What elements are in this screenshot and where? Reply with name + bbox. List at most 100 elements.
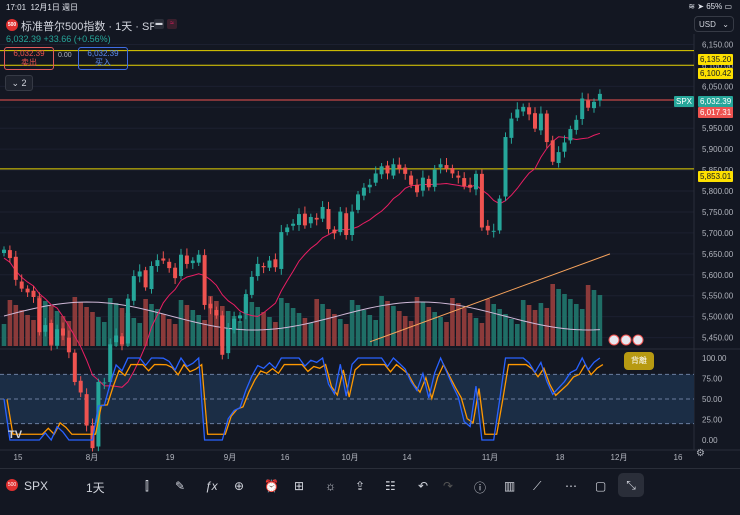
more-dots-icon[interactable]: ⋯ [565, 479, 577, 493]
volume-bar [408, 321, 414, 346]
settings-gear-icon[interactable]: ⚙ [696, 448, 705, 459]
candle-body [468, 184, 473, 188]
volume-bar [585, 285, 591, 346]
layout-grid-icon[interactable]: ⊞ [294, 479, 305, 493]
candle-body [438, 164, 443, 168]
price-tick-label: 6,150.00 [702, 40, 734, 49]
price-tick-label: 5,950.00 [702, 124, 734, 133]
candle-body [432, 169, 437, 187]
volume-bar [84, 307, 89, 346]
volume-bar [7, 300, 13, 346]
volume-bar [450, 298, 455, 346]
candles-icon[interactable]: ⫿ [145, 479, 149, 493]
trend-line-icon[interactable]: ⟋ [533, 479, 542, 493]
buy-price: 6,032.39 [87, 49, 119, 58]
chevron-down-icon: ⌄ [722, 20, 729, 29]
device-status-bar: 17:01 12月1日 週日 ≋ ➤ 65% ▭ [0, 0, 740, 14]
candle-body [220, 315, 225, 355]
candle-body [373, 173, 378, 183]
candle-body [350, 211, 355, 236]
candle-body [173, 267, 178, 279]
volume-bar [273, 322, 278, 346]
toolbar-symbol-button[interactable]: SPX [24, 479, 49, 493]
lightbulb-icon[interactable]: ☼ [325, 479, 336, 493]
redo-icon[interactable]: ↷ [443, 479, 454, 493]
candle-body [267, 260, 272, 268]
symbol-price-tag: SPX [674, 96, 695, 107]
fx-indicators-icon[interactable]: ƒx [205, 479, 218, 493]
buy-button[interactable]: 6,032.39 买入 [78, 47, 128, 70]
volume-bar [290, 308, 296, 346]
chart-header: 500 标准普尔500指数 · 1天 · SP ▬ ≈ 6,032.39 +33… [0, 14, 740, 70]
price-tick-label: 6,050.00 [702, 82, 734, 91]
add-plus-icon[interactable]: ⊕ [234, 479, 245, 493]
candle-body [232, 318, 237, 331]
volume-bar [19, 310, 24, 346]
volume-bar [562, 294, 567, 346]
candle-body [72, 352, 77, 383]
candle-body [196, 254, 201, 263]
chevron-down-icon: ⌄ [11, 78, 19, 88]
candle-body [550, 140, 555, 162]
share-icon[interactable]: ⇪ [355, 479, 366, 493]
volume-bar [190, 310, 196, 346]
candle-body [415, 184, 419, 193]
chart-canvas[interactable]: 6,150.006,100.006,050.006,000.005,950.00… [0, 0, 740, 468]
fullscreen-square-icon[interactable]: ▢ [595, 479, 607, 493]
candle-body [474, 173, 478, 190]
candle-body [49, 322, 54, 345]
volume-bar [544, 308, 550, 346]
candle-body [574, 119, 579, 130]
candle-body [125, 298, 130, 344]
candle-body [84, 394, 89, 426]
oscillator-tick-label: 25.00 [702, 416, 723, 425]
volume-bar [25, 315, 30, 346]
object-tree-icon[interactable]: ☷ [385, 479, 396, 493]
wave-icon[interactable]: ≈ [167, 19, 177, 29]
bar-stats-icon[interactable]: ▥ [504, 479, 516, 493]
candle-body [149, 266, 154, 290]
draw-pencil-icon[interactable]: ✎ [175, 479, 186, 493]
volume-bar [373, 320, 378, 346]
collapse-arrows-icon[interactable]: ⤡ [618, 473, 644, 497]
price-change-line: 6,032.39 +33.66 (+0.56%) [6, 34, 111, 44]
volume-bar [361, 310, 367, 346]
volume-bar [308, 323, 314, 346]
divergence-note[interactable]: 背離 [624, 352, 654, 370]
bars-icon[interactable]: ▬ [154, 19, 164, 29]
candle-body [37, 298, 42, 333]
candle-body [238, 315, 242, 319]
candle-body [61, 328, 65, 336]
toolbar-symbol-logo: 500 [6, 479, 18, 491]
candle-body [285, 227, 290, 233]
volume-bar [426, 307, 432, 346]
volume-bar [107, 298, 113, 346]
undo-icon[interactable]: ↶ [418, 479, 429, 493]
symbol-title[interactable]: 标准普尔500指数 · 1天 · SP [21, 21, 157, 33]
volume-bar [444, 322, 449, 346]
status-time-date: 17:01 12月1日 週日 [6, 3, 79, 12]
currency-selector[interactable]: USD ⌄ [694, 16, 734, 32]
volume-bar [326, 309, 331, 346]
toolbar-interval-button[interactable]: 1天 [86, 481, 105, 495]
volume-bar [267, 317, 272, 346]
candle-body [426, 178, 431, 188]
level-label-3: 5,853.01 [698, 171, 734, 182]
volume-ma-line [3, 301, 600, 331]
volume-bar [526, 305, 532, 346]
volume-bar [532, 310, 538, 346]
info-icon[interactable]: ⓘ [474, 481, 487, 495]
candle-body [78, 380, 83, 393]
sell-button[interactable]: 6,032.39 卖出 [4, 47, 54, 70]
candle-body [397, 164, 402, 169]
alarm-clock-icon[interactable]: ⏰ [264, 479, 279, 493]
candle-body [102, 382, 107, 384]
volume-bar [397, 311, 402, 346]
tradingview-logo: TV [8, 429, 23, 441]
candle-body [66, 337, 71, 353]
candle-body [597, 93, 602, 101]
candle-body [580, 98, 585, 120]
candle-body [385, 165, 390, 174]
indicators-toggle-button[interactable]: ⌄ 2 [5, 75, 33, 91]
volume-bar [302, 318, 308, 346]
